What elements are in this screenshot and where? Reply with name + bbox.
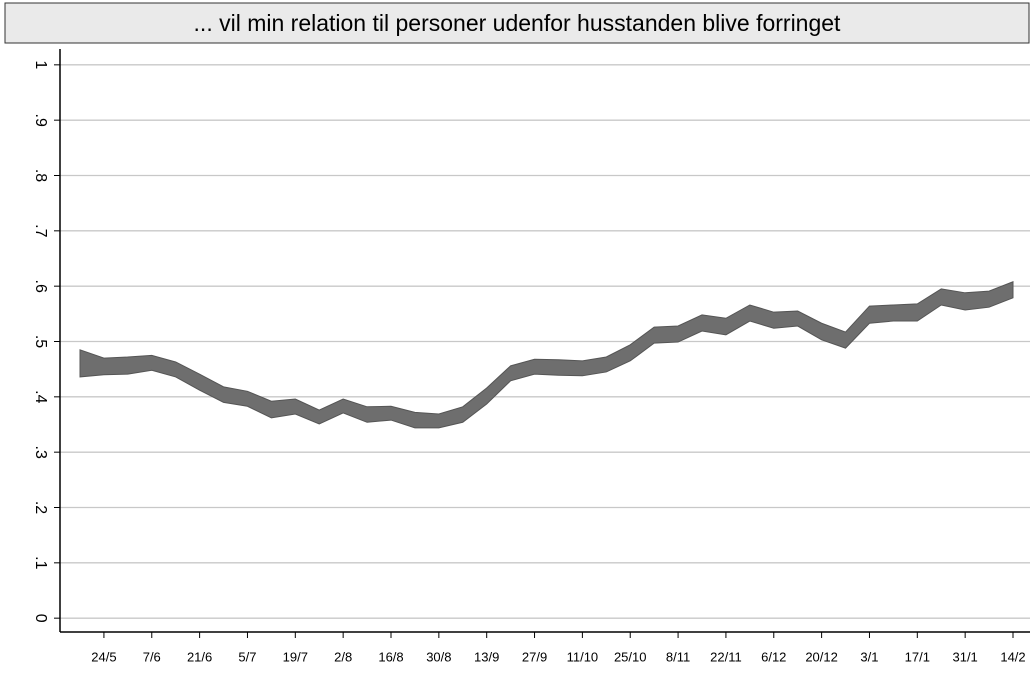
x-tick-label: 19/7: [283, 649, 308, 664]
x-tick-label: 14/2: [1000, 649, 1025, 664]
x-tick-label: 2/8: [334, 649, 352, 664]
x-tick-label: 21/6: [187, 649, 212, 664]
x-tick-label: 16/8: [378, 649, 403, 664]
x-tick-label: 22/11: [710, 649, 742, 664]
y-tick-label: .6: [32, 279, 49, 292]
y-tick-label: .5: [32, 335, 49, 348]
x-tick-label: 17/1: [905, 649, 930, 664]
x-tick-label: 20/12: [805, 649, 838, 664]
y-tick-label: .8: [32, 169, 49, 182]
y-tick-label: .1: [32, 556, 49, 569]
y-tick-label: 1: [32, 60, 49, 69]
x-tick-label: 31/1: [952, 649, 977, 664]
x-tick-label: 30/8: [426, 649, 451, 664]
y-tick-label: .4: [32, 390, 49, 403]
y-tick-label: .2: [32, 501, 49, 514]
x-tick-label: 5/7: [238, 649, 256, 664]
x-tick-label: 13/9: [474, 649, 499, 664]
y-tick-label: .7: [32, 224, 49, 237]
x-tick-label: 8/11: [666, 649, 690, 664]
y-tick-label: .9: [32, 113, 49, 126]
chart-title: ... vil min relation til personer udenfo…: [194, 10, 842, 36]
title-bar: [4, 2, 1030, 44]
confidence-band: [79, 281, 1014, 429]
x-tick-label: 3/1: [860, 649, 878, 664]
x-tick-label: 6/12: [761, 649, 786, 664]
x-tick-label: 25/10: [614, 649, 647, 664]
x-tick-label: 7/6: [143, 649, 161, 664]
y-tick-label: 0: [32, 614, 49, 623]
x-tick-label: 11/10: [567, 649, 599, 664]
x-tick-label: 24/5: [91, 649, 116, 664]
x-tick-label: 27/9: [522, 649, 547, 664]
y-tick-label: .3: [32, 445, 49, 458]
